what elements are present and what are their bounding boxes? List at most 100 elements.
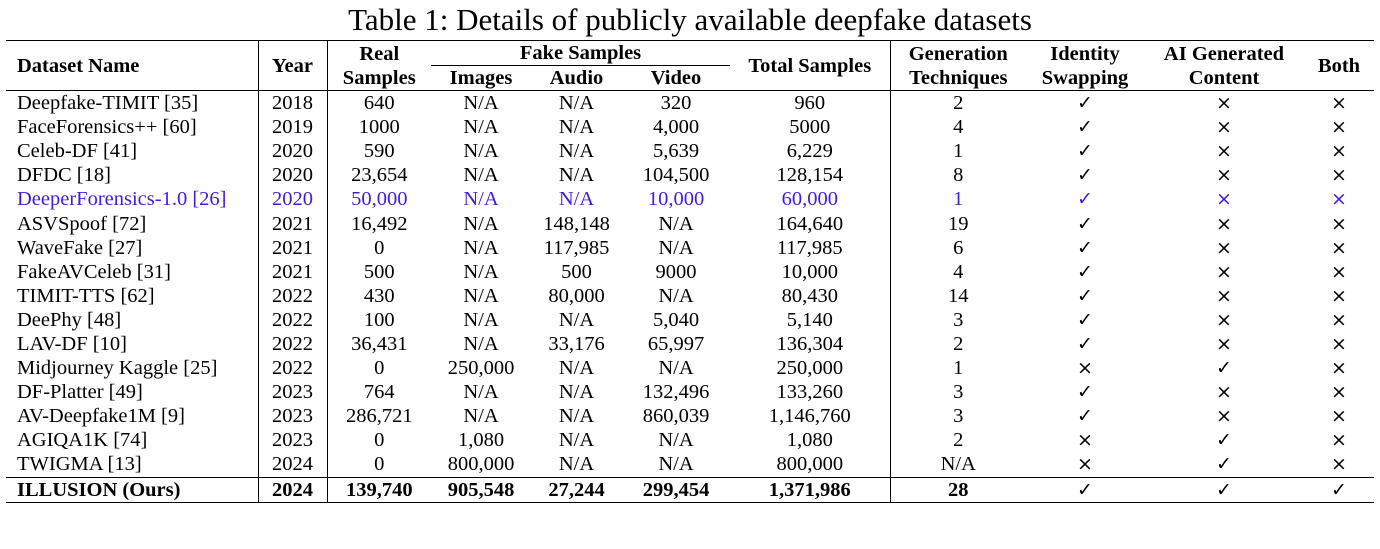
header-images: Images xyxy=(449,67,513,89)
cell-dataset-name: FaceForensics++ [60] xyxy=(6,115,259,140)
cell-identity-swapping: ✓ xyxy=(1077,188,1093,211)
cell-video: 860,039 xyxy=(642,405,710,428)
cell-identity-swapping: ✓ xyxy=(1077,164,1093,187)
cell-identity-swapping: ✓ xyxy=(1077,332,1093,355)
cell-video: 320 xyxy=(622,90,730,116)
table-row: FakeAVCeleb [31] 2021 500 N/A 500 9000 10,000 4… xyxy=(6,259,1374,284)
header-identity-swapping: Identity Swapping xyxy=(1026,40,1144,91)
cell-ai-generated-content: × xyxy=(1216,332,1232,355)
header-generation-techniques: Generation Techniques xyxy=(890,40,1026,91)
cell-video: 65,997 xyxy=(647,332,705,355)
cell-dataset-name: DFDC [18] xyxy=(6,163,259,188)
cell-dataset-name: Deepfake-TIMIT [35] xyxy=(6,90,259,116)
cell-total-samples: 117,985 xyxy=(730,235,891,260)
cell-year: 2022 xyxy=(258,307,328,332)
cell-dataset-name: TWIGMA [13] xyxy=(6,452,259,477)
cell-generation-techniques: 1 xyxy=(953,357,964,380)
cell-video: N/A xyxy=(658,212,694,235)
cell-identity-swapping: × xyxy=(1077,357,1093,380)
cell-total-samples: 164,640 xyxy=(730,211,891,236)
cell-year: 2024 xyxy=(258,476,328,503)
cell-dataset-name: ILLUSION (Ours) xyxy=(6,476,259,503)
cell-audio: N/A xyxy=(558,405,595,428)
cell-both: × xyxy=(1331,236,1347,259)
cell-both: × xyxy=(1331,116,1347,139)
cell-real-samples: 0 xyxy=(374,429,385,452)
cell-generation-techniques: 3 xyxy=(953,381,964,404)
datasets-table: Dataset Name Year Real Samples Fake Sampl… xyxy=(6,40,1374,503)
cell-generation-techniques: 28 xyxy=(890,476,1026,503)
cell-total-samples: 133,260 xyxy=(730,380,891,405)
cell-audio: N/A xyxy=(558,308,595,331)
cell-identity-swapping: × xyxy=(1077,453,1093,476)
cell-real-samples: 430 xyxy=(363,284,395,307)
cell-images: 905,548 xyxy=(431,476,531,503)
cell-images: N/A xyxy=(463,212,499,235)
cell-images: N/A xyxy=(463,308,499,331)
cell-both: × xyxy=(1331,453,1347,476)
cell-ai-generated-content: × xyxy=(1216,164,1232,187)
cell-generation-techniques: 1 xyxy=(953,140,964,163)
cell-real-samples: 1000 xyxy=(358,116,400,139)
cell-generation-techniques: 2 xyxy=(890,90,1026,116)
cell-images: N/A xyxy=(463,332,499,355)
cell-ai-generated-content: × xyxy=(1216,308,1232,331)
cell-audio: N/A xyxy=(558,357,595,380)
cell-ai-generated-content: ✓ xyxy=(1216,429,1232,452)
header-real-samples: Real Samples xyxy=(327,40,431,91)
cell-identity-swapping: ✓ xyxy=(1077,284,1093,307)
cell-audio: 117,985 xyxy=(543,236,610,259)
cell-identity-swapping: ✓ xyxy=(1077,140,1093,163)
cell-dataset-name: FakeAVCeleb [31] xyxy=(6,259,259,284)
cell-video: 104,500 xyxy=(642,164,710,187)
header-video: Video xyxy=(650,67,702,89)
cell-real-samples: 764 xyxy=(363,381,395,404)
cell-identity-swapping: ✓ xyxy=(1077,236,1093,259)
cell-total-samples: 250,000 xyxy=(730,356,891,381)
cell-ai-generated-content: × xyxy=(1216,260,1232,283)
cell-generation-techniques: 1 xyxy=(953,188,964,211)
cell-ai-generated-content: × xyxy=(1216,405,1232,428)
table-row: LAV-DF [10] 2022 36,431 N/A 33,176 65,997 136,… xyxy=(6,331,1374,357)
cell-year: 2022 xyxy=(258,356,328,381)
cell-dataset-name: ASVSpoof [72] xyxy=(6,211,259,236)
cell-total-samples: 1,146,760 xyxy=(730,404,891,429)
cell-ai-generated-content: × xyxy=(1216,284,1232,307)
cell-total-samples: 1,080 xyxy=(730,428,891,453)
cell-video: N/A xyxy=(658,236,694,259)
cell-real-samples: 23,654 xyxy=(351,164,408,187)
cell-ai-generated-content: × xyxy=(1216,381,1232,404)
cell-dataset-name: WaveFake [27] xyxy=(6,235,259,260)
table-row: Midjourney Kaggle [25] 2022 0 250,000 N/A N/A… xyxy=(6,356,1374,381)
cell-ai-generated-content: × xyxy=(1216,116,1232,139)
cell-identity-swapping: ✓ xyxy=(1077,212,1093,235)
cell-audio: N/A xyxy=(558,164,595,187)
cell-real-samples: 50,000 xyxy=(351,188,408,211)
cell-year: 2019 xyxy=(258,115,328,140)
cell-generation-techniques: 14 xyxy=(948,284,969,307)
cell-generation-techniques: 4 xyxy=(953,116,964,139)
cell-real-samples: 36,431 xyxy=(351,332,408,355)
cell-dataset-name: DF-Platter [49] xyxy=(6,380,259,405)
table-header: Dataset Name Year Real Samples Fake Sampl… xyxy=(6,40,1374,91)
cell-both: × xyxy=(1331,332,1347,355)
header-year: Year xyxy=(258,40,328,91)
cell-total-samples: 1,371,986 xyxy=(730,476,891,503)
cell-year: 2021 xyxy=(258,259,328,284)
cell-video: 5,040 xyxy=(652,308,700,331)
cell-video: 5,639 xyxy=(652,140,700,163)
cell-real-samples: 286,721 xyxy=(345,405,413,428)
cell-images: N/A xyxy=(463,284,499,307)
cell-images: N/A xyxy=(463,164,499,187)
header-ai-generated-content: AI Generated Content xyxy=(1144,40,1304,91)
cell-ai-generated-content: × xyxy=(1216,188,1232,211)
cell-images: 800,000 xyxy=(447,453,515,476)
cell-images: N/A xyxy=(463,140,499,163)
cell-both: × xyxy=(1331,405,1347,428)
cell-ai-generated-content: × xyxy=(1216,140,1232,163)
table-row: Deepfake-TIMIT [35] 2018 640 N/A N/A 320 960 2 ✓… xyxy=(6,90,1374,116)
cell-dataset-name: AGIQA1K [74] xyxy=(6,428,259,453)
cell-images: N/A xyxy=(431,90,531,116)
cell-dataset-name: DeeperForensics-1.0 [26] xyxy=(6,187,259,212)
cell-generation-techniques: N/A xyxy=(940,453,976,476)
